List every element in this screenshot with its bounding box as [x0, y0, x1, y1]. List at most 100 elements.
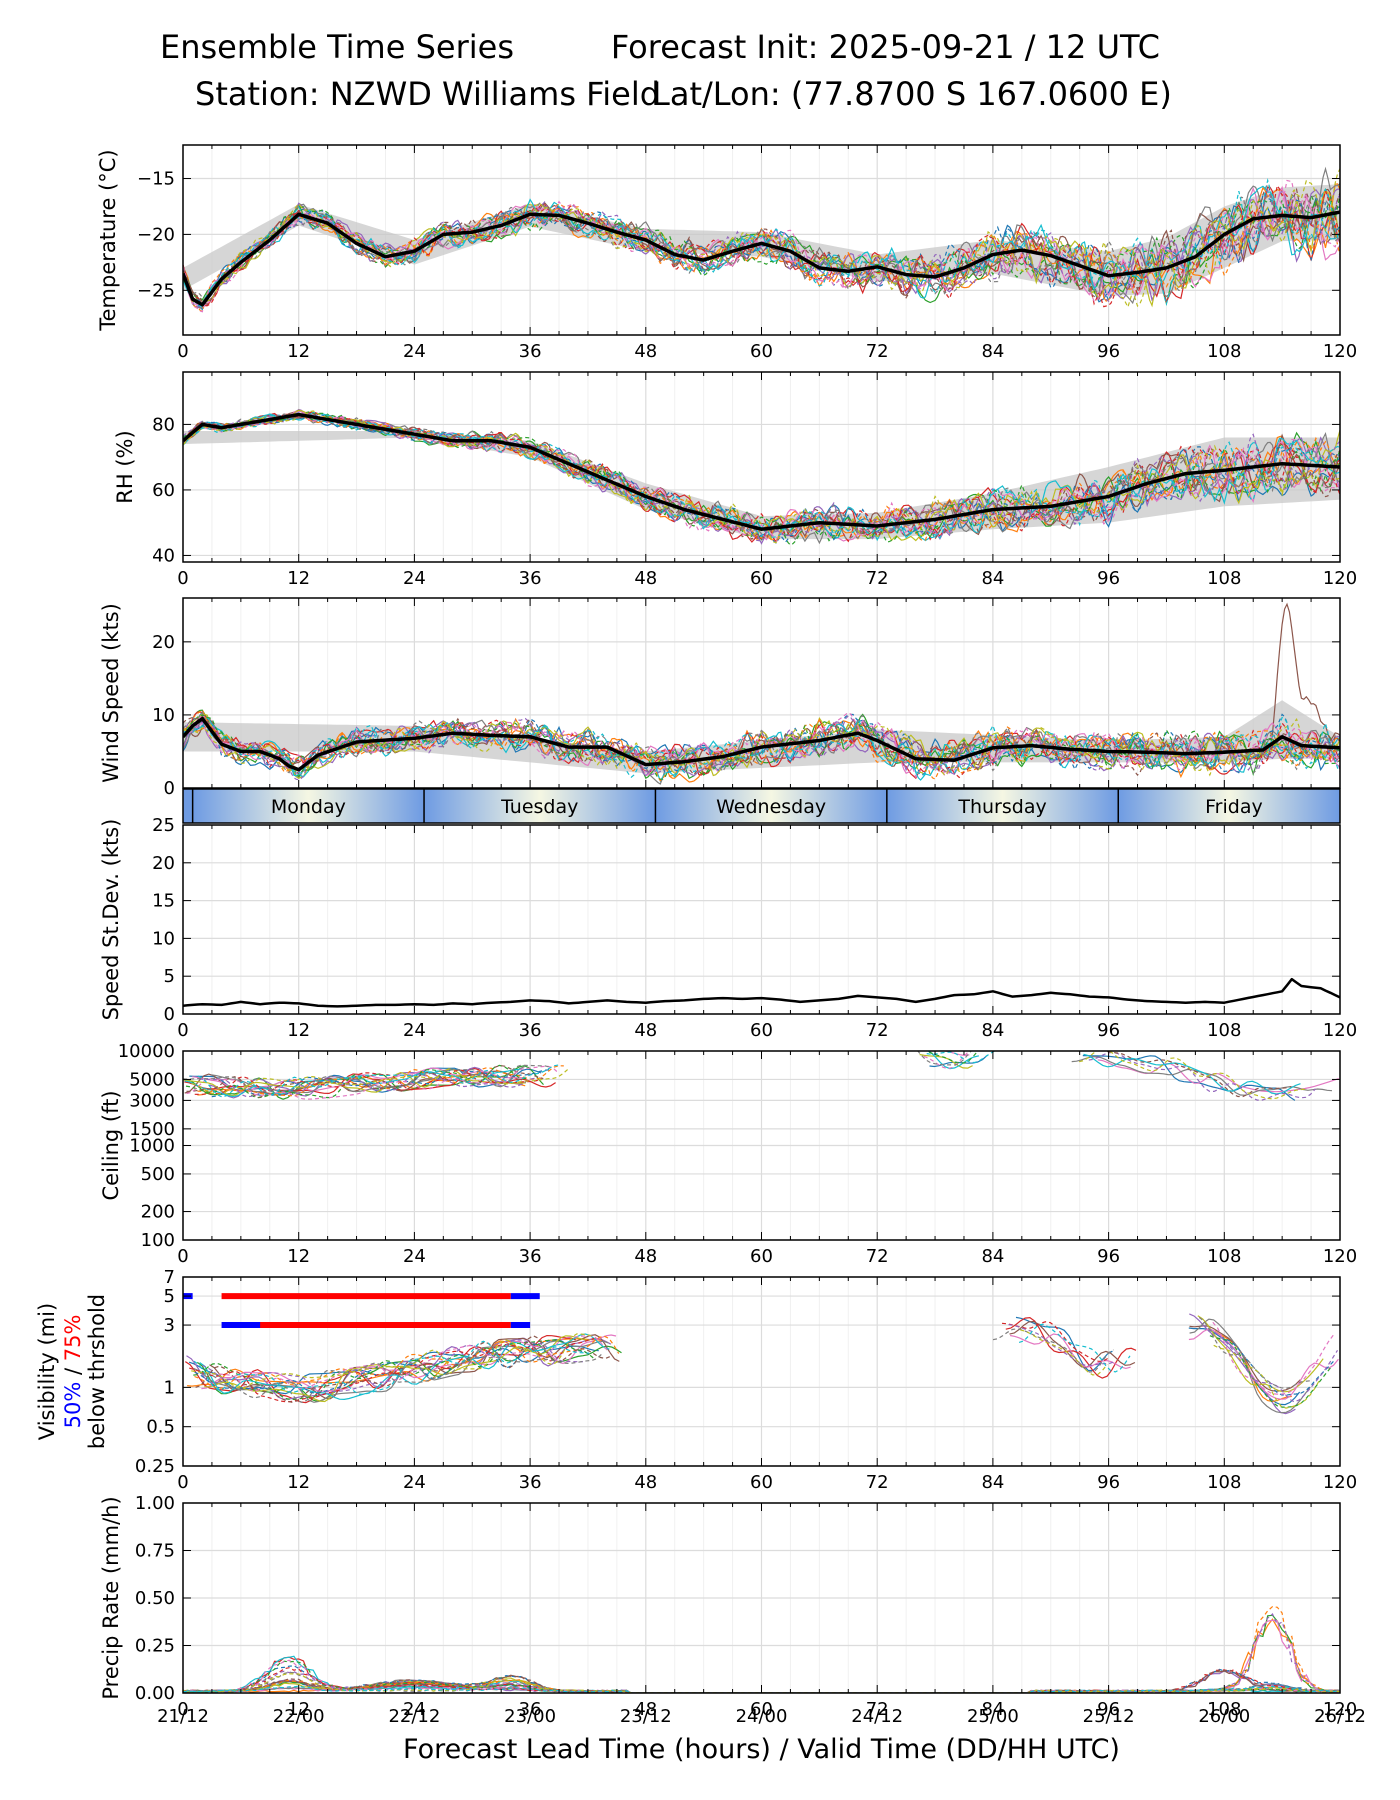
- ensemble-member-line: [1188, 1328, 1339, 1400]
- ensemble-member-line: [195, 1335, 611, 1403]
- ensemble-member-line: [183, 408, 1340, 545]
- forecast-init-label: Forecast Init: 2025-09-21 / 12 UTC: [610, 28, 1160, 66]
- ensemble-mean-line: [183, 977, 1340, 1008]
- y-axis-label: Precip Rate (mm/h): [99, 1496, 123, 1699]
- y-tick-label: 1500: [129, 1119, 175, 1140]
- ensemble-member-line: [1212, 1321, 1334, 1395]
- x-tick-label: 60: [750, 1020, 773, 1041]
- x-tick-label: 84: [981, 1699, 1004, 1720]
- vis-percent-label: 50% / 75%: [61, 1315, 85, 1429]
- x-tick-label: 84: [981, 1020, 1004, 1041]
- y-axis-label: Ceiling (ft): [99, 1090, 123, 1200]
- x-axis-valid-times: 21/12 22/00 22/12 23/00 23/12 24/00 24/12 25/00…: [157, 1706, 1366, 1765]
- ensemble-member-line: [1015, 1316, 1113, 1372]
- x-tick-label: 48: [634, 1246, 657, 1267]
- valid-time-label: 22/12: [388, 1706, 440, 1727]
- valid-time-label: 25/12: [1083, 1706, 1135, 1727]
- ensemble-member-line: [186, 1337, 612, 1400]
- ensemble-member-line: [183, 411, 1340, 539]
- y-tick-label: 100: [141, 1230, 175, 1251]
- x-tick-label: 72: [866, 1699, 889, 1720]
- ensemble-member-line: [191, 1069, 568, 1095]
- x-tick-label: 12: [287, 341, 310, 362]
- x-tick-label: 96: [1097, 341, 1120, 362]
- y-axis-label: Wind Speed (kts): [99, 603, 123, 783]
- x-tick-label: 12: [287, 568, 310, 589]
- ensemble-member-line: [1101, 1051, 1292, 1098]
- ensemble-member-line: [183, 166, 1340, 309]
- y-tick-label: 0: [164, 1004, 175, 1025]
- latlon-label: Lat/Lon: (77.8700 S 167.0600 E): [652, 75, 1172, 113]
- vis-threshold-caption: below thrshold: [85, 1294, 109, 1449]
- ensemble-member-line: [183, 411, 1340, 543]
- ensemble-member-line: [1097, 1059, 1339, 1093]
- y-tick-label: 25: [152, 815, 175, 836]
- ensemble-member-line: [197, 1065, 564, 1097]
- x-tick-label: 108: [1207, 341, 1241, 362]
- ensemble-member-line: [193, 1340, 609, 1403]
- x-tick-label: 108: [1207, 1020, 1241, 1041]
- y-tick-label: 0.25: [135, 1456, 175, 1477]
- ensemble-member-line: [204, 1335, 611, 1392]
- x-tick-label: 0: [177, 1246, 188, 1267]
- day-label: Thursday: [957, 796, 1046, 818]
- ensemble-member-line: [1198, 1316, 1311, 1389]
- x-tick-label: 60: [750, 568, 773, 589]
- x-tick-label: 60: [750, 341, 773, 362]
- day-label: Tuesday: [500, 796, 578, 818]
- x-tick-label: 12: [287, 1699, 310, 1720]
- x-tick-label: 48: [634, 568, 657, 589]
- x-tick-label: 60: [750, 1699, 773, 1720]
- x-tick-label: 120: [1323, 1020, 1357, 1041]
- ensemble-member-line: [183, 411, 1340, 546]
- x-tick-label: 108: [1207, 1246, 1241, 1267]
- y-tick-label: 40: [152, 545, 175, 566]
- ensemble-member-line: [1213, 1344, 1321, 1409]
- ensemble-member-line: [198, 1073, 537, 1098]
- y-tick-label: 0.25: [135, 1636, 175, 1657]
- x-tick-label: 24: [403, 1472, 426, 1493]
- y-tick-label: 60: [152, 480, 175, 501]
- y-axis-label: Visibility (mi): [35, 1303, 59, 1440]
- x-tick-label: 72: [866, 1020, 889, 1041]
- x-tick-label: 108: [1207, 1699, 1241, 1720]
- ensemble-mean-line: [183, 716, 1340, 772]
- ensemble-member-line: [183, 193, 1340, 301]
- ensemble-member-line: [1213, 1332, 1336, 1396]
- ensemble-member-line: [197, 1064, 560, 1098]
- ensemble-mean-line: [183, 412, 1340, 531]
- x-tick-label: 0: [177, 568, 188, 589]
- ensemble-member-line: [183, 413, 1340, 540]
- ensemble-mean-line: [183, 210, 1340, 307]
- y-tick-label: 15: [152, 891, 175, 912]
- x-tick-label: 96: [1097, 568, 1120, 589]
- ensemble-member-line: [183, 708, 1340, 782]
- x-tick-label: 72: [866, 341, 889, 362]
- valid-time-label: 23/12: [620, 1706, 672, 1727]
- ensemble-member-line: [1008, 1324, 1115, 1367]
- y-tick-label: 1.00: [135, 1493, 175, 1514]
- ensemble-member-line: [1005, 1316, 1137, 1379]
- ensemble-member-line: [1189, 1318, 1311, 1414]
- ensemble-member-line: [183, 710, 1340, 775]
- y-tick-label: −20: [137, 224, 175, 245]
- ensemble-member-line: [189, 1337, 595, 1403]
- wind_speed-panel: 0 10 20 Wind Speed (kts): [99, 597, 1341, 799]
- visibility-panel: 0 12 24 36 48 60 72 84 96 108 120 0.25 0.5 1 3 57 Visibi…: [35, 1267, 1357, 1493]
- x-tick-label: 120: [1323, 1246, 1357, 1267]
- day-band-segment: [183, 789, 193, 823]
- ensemble-member-line: [185, 1064, 529, 1099]
- ensemble-member-line: [201, 1339, 583, 1393]
- day-label: Monday: [271, 796, 346, 818]
- ensemble-member-line: [183, 183, 1340, 306]
- x-tick-label: 120: [1323, 1699, 1357, 1720]
- y-tick-label: 0.00: [135, 1683, 175, 1704]
- y-axis-label: Temperature (°C): [96, 149, 120, 331]
- y-axis-label: Speed St.Dev. (kts): [99, 819, 123, 1021]
- x-tick-label: 72: [866, 1246, 889, 1267]
- ensemble-member-line: [1209, 1335, 1331, 1408]
- ensemble-member-line: [183, 1676, 1340, 1693]
- x-tick-label: 24: [403, 1020, 426, 1041]
- x-tick-label: 60: [750, 1246, 773, 1267]
- x-tick-label: 24: [403, 568, 426, 589]
